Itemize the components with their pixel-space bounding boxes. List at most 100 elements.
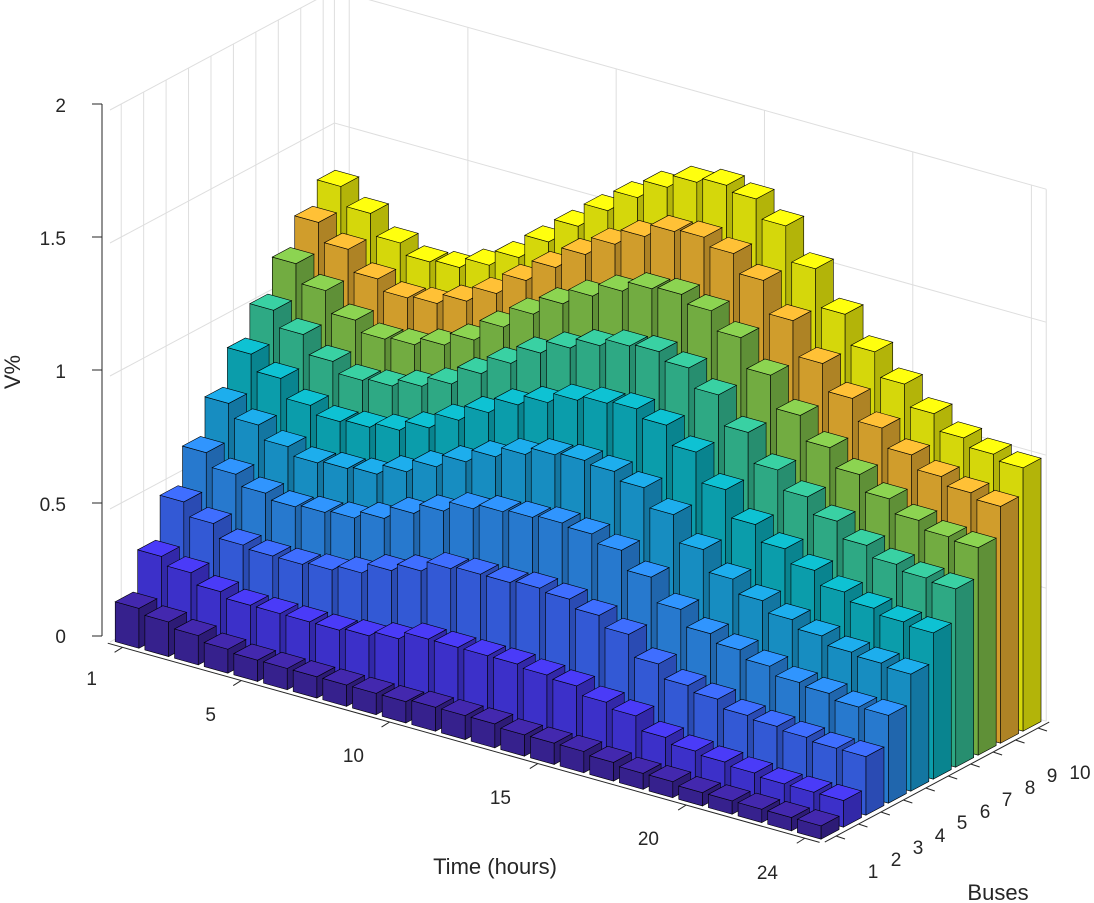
bar-face-top xyxy=(812,504,856,522)
bar-face-top xyxy=(946,476,990,494)
bar-face-side xyxy=(910,664,930,792)
bar-face-top xyxy=(819,575,864,593)
bar-face-top xyxy=(649,215,694,232)
x-axis-line xyxy=(107,642,820,843)
bar-face-top xyxy=(753,453,797,471)
bar-face-top xyxy=(856,646,900,664)
bar-face-side xyxy=(933,622,952,780)
bar-face-top xyxy=(136,539,181,557)
bar-face-top xyxy=(908,616,953,634)
y-axis-tick xyxy=(948,775,958,780)
bar-face-top xyxy=(270,490,314,508)
bar-face-top xyxy=(901,561,945,579)
bar-face-top xyxy=(730,756,774,774)
bar-face-top xyxy=(879,605,923,623)
bar-face-top xyxy=(879,367,924,385)
bar-face-top xyxy=(233,643,277,661)
bar-face-top xyxy=(293,446,337,464)
bar-face-top xyxy=(226,337,270,355)
bar-face-top xyxy=(188,506,233,524)
bar-face-top xyxy=(277,547,322,565)
bar-face-top xyxy=(767,603,811,620)
bar-face-side xyxy=(865,746,885,816)
bar-face-top xyxy=(529,726,573,744)
bar-face-top xyxy=(433,630,477,648)
bar-face-top xyxy=(700,745,744,763)
y-tick-label: 9 xyxy=(1047,766,1058,787)
x-axis-tick xyxy=(381,721,390,728)
bar-face-top xyxy=(685,617,730,634)
y-tick-label: 5 xyxy=(957,813,968,834)
bars-layer xyxy=(114,165,1042,840)
x-tick-label: 10 xyxy=(343,746,364,767)
bar-face-top xyxy=(731,182,775,200)
grid-line xyxy=(109,0,1047,190)
bar-face-top xyxy=(709,236,753,254)
y-tick-label: 10 xyxy=(1069,763,1090,784)
x-tick-label: 20 xyxy=(638,829,659,850)
bar-face-top xyxy=(604,329,649,347)
bar-face-top xyxy=(211,457,255,475)
bar-face-top xyxy=(909,397,953,414)
bar-face-top xyxy=(738,584,782,602)
bar-face-top xyxy=(746,358,790,376)
bar-face-top xyxy=(611,699,655,717)
y-axis-tick xyxy=(903,799,913,804)
bar-face-top xyxy=(634,335,678,352)
bar-face-top xyxy=(939,421,983,439)
x-tick-label: 5 xyxy=(205,705,216,726)
bar-face-top xyxy=(857,411,901,429)
z-tick-label: 0.5 xyxy=(40,495,66,516)
bar-face-top xyxy=(322,451,367,469)
bar-face-top xyxy=(589,454,634,472)
bar-face-top xyxy=(849,591,893,609)
bar-face-top xyxy=(664,351,708,369)
bar-face-top xyxy=(204,386,248,404)
bar-face-top xyxy=(863,698,908,716)
bar-face-top xyxy=(440,699,484,716)
bar-face-side xyxy=(955,578,975,768)
bar xyxy=(677,776,722,807)
bar-face-top xyxy=(323,232,367,250)
bar-face-top xyxy=(820,297,864,315)
bar-face-top xyxy=(641,408,686,426)
bar-face-top xyxy=(678,532,723,550)
bar-face-top xyxy=(544,582,589,600)
bar-face-top xyxy=(559,734,603,752)
y-tick-label: 8 xyxy=(1025,778,1036,799)
bar-face-top xyxy=(707,784,751,802)
bar-face-top xyxy=(716,321,760,338)
bar-face-top xyxy=(797,619,841,637)
bar xyxy=(292,660,336,699)
y-axis-tick xyxy=(992,751,1003,756)
bar-face-top xyxy=(796,809,840,827)
bar-face-top xyxy=(871,547,916,565)
z-tick-label: 2 xyxy=(55,96,66,117)
x-tick-label: 24 xyxy=(757,863,779,884)
bar-face-top xyxy=(271,247,315,265)
bar-face-top xyxy=(693,682,737,700)
bar-face-top xyxy=(581,685,626,703)
bar-face-top xyxy=(278,317,322,335)
x-tick-label: 15 xyxy=(490,788,511,809)
bar-face-top xyxy=(255,597,299,614)
x-axis-tick xyxy=(232,680,242,686)
bar-face-top xyxy=(708,562,752,580)
bar-face-top xyxy=(301,274,345,291)
bar-face-top xyxy=(887,438,931,456)
bar-face-top xyxy=(218,528,262,546)
bar-face-top xyxy=(455,557,500,575)
bar-face-top xyxy=(604,617,648,635)
bar-face-top xyxy=(916,459,961,477)
bar-face-top xyxy=(827,381,872,399)
bar-face-top xyxy=(203,632,247,650)
bar-face-top xyxy=(256,361,300,379)
bar-face-top xyxy=(998,451,1042,469)
bar-face-top xyxy=(537,506,581,524)
bar-face-top xyxy=(360,322,404,340)
y-tick-label: 4 xyxy=(935,826,946,847)
bar-face-side xyxy=(888,705,907,804)
bar-face-top xyxy=(723,415,767,433)
y-axis-line xyxy=(824,721,1050,843)
